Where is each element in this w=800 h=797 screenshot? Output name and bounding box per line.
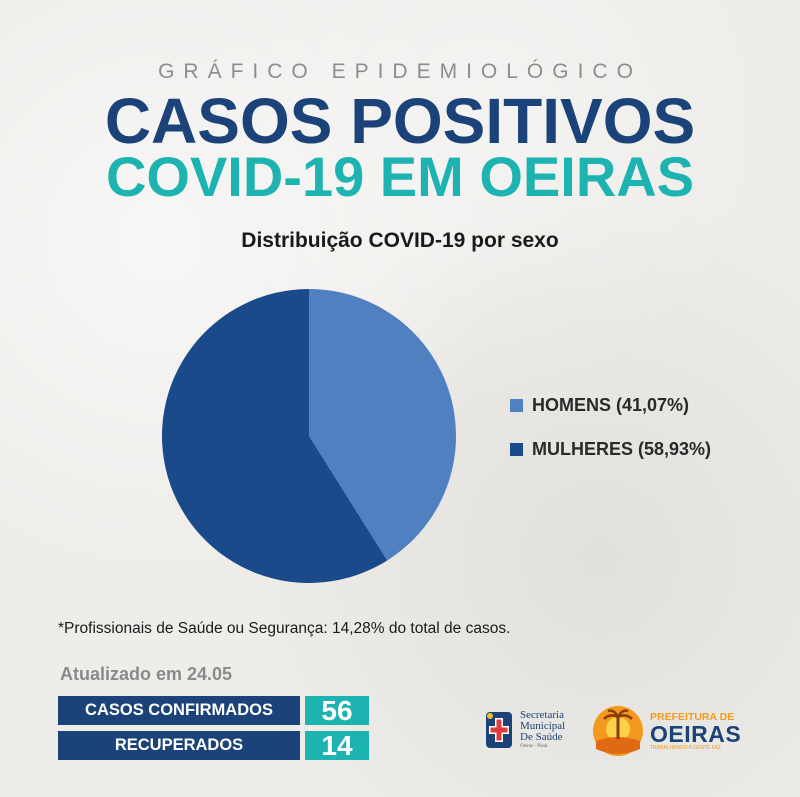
secretaria-line2: Municipal [520, 720, 566, 732]
chart-legend: HOMENS (41,07%) MULHERES (58,93%) [510, 394, 711, 482]
stat-value-recuperados: 14 [305, 731, 369, 760]
title-casos-positivos: CASOS POSITIVOS [104, 85, 696, 157]
stat-row-recuperados: RECUPERADOS 14 [58, 731, 369, 760]
stat-label-confirmados: CASOS CONFIRMADOS [58, 696, 300, 725]
pie-chart [161, 289, 456, 583]
pie-slice-mulheres [161, 289, 388, 583]
secretaria-line3: De Saúde [520, 731, 563, 743]
supertitle: GRÁFICO EPIDEMIOLÓGICO [158, 60, 642, 83]
legend-label-mulheres: MULHERES (58,93%) [532, 438, 712, 459]
legend-label-homens: HOMENS (41,07%) [532, 394, 690, 415]
legend-item-homens: HOMENS (41,07%) [510, 394, 711, 416]
prefeitura-line3: TRABALHANDO A GENTE FAZ [650, 744, 721, 751]
secretaria-saude-logo: Secretaria Municipal De Saúde Oeiras - P… [484, 708, 565, 752]
legend-swatch-mulheres [510, 442, 523, 456]
footnote: *Profissionais de Saúde ou Segurança: 14… [58, 620, 511, 637]
title-covid-oeiras: COVID-19 EM OEIRAS [105, 145, 695, 208]
legend-swatch-homens [510, 398, 523, 412]
prefeitura-oeiras-logo: PREFEITURA DE OEIRAS TRABALHANDO A GENTE… [592, 705, 741, 757]
secretaria-line1: Secretaria [520, 709, 564, 721]
prefeitura-line1: PREFEITURA DE [650, 710, 735, 723]
sun-palm-emblem-icon [593, 706, 643, 756]
stat-label-recuperados: RECUPERADOS [58, 731, 300, 760]
prefeitura-line2: OEIRAS [650, 720, 742, 747]
stat-row-confirmados: CASOS CONFIRMADOS 56 [58, 696, 369, 725]
stat-value-confirmados: 56 [305, 696, 369, 725]
legend-item-mulheres: MULHERES (58,93%) [510, 438, 711, 460]
secretaria-line4: Oeiras - Piauí [520, 744, 548, 749]
updated-date: Atualizado em 24.05 [60, 664, 233, 684]
chart-title: Distribuição COVID-19 por sexo [241, 229, 559, 252]
secretaria-emblem-icon [486, 712, 512, 748]
pie-slice-homens [309, 289, 456, 561]
